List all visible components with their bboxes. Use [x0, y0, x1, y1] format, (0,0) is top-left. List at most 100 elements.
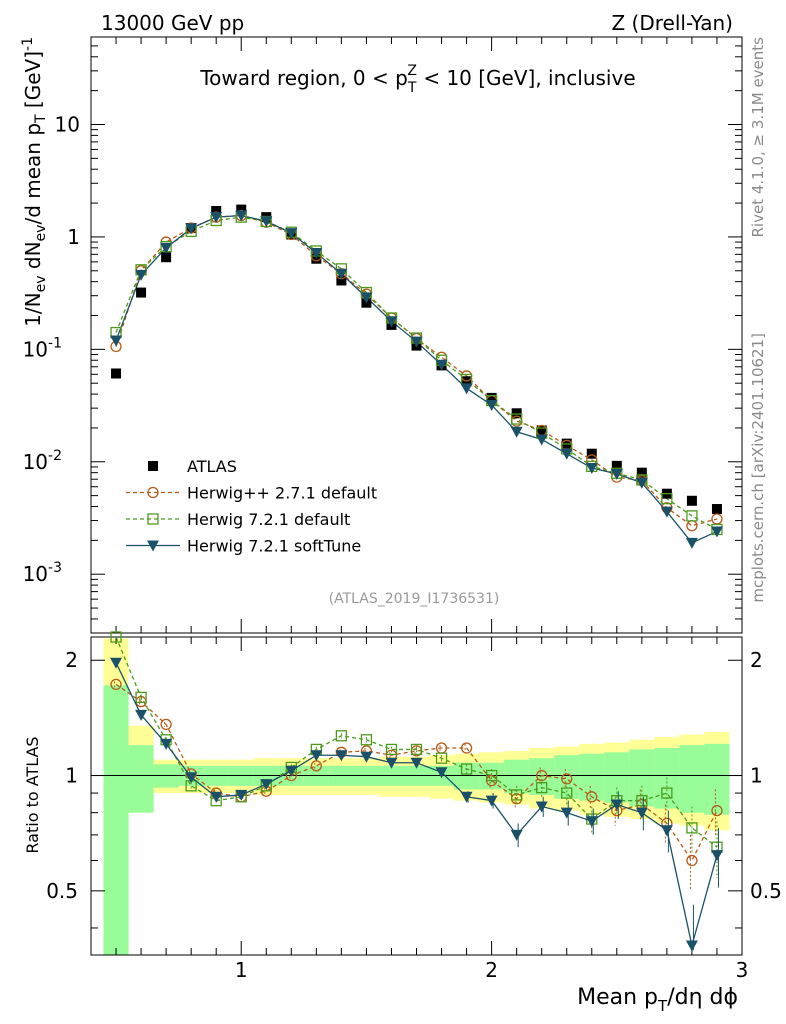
- ratio-data-point: [460, 791, 473, 803]
- y-tick-label: 10-2: [23, 448, 62, 474]
- series-line: [115, 214, 718, 527]
- ratio-data-point: [385, 757, 398, 769]
- legend-marker: [147, 513, 159, 525]
- ratio-y-tick-label: 1: [750, 764, 763, 788]
- band-inner-bin: [504, 759, 530, 794]
- band-inner-bin: [579, 753, 605, 801]
- data-point: [710, 526, 723, 538]
- ratio-y-tick-label: 0.5: [46, 879, 78, 903]
- ratio-data-point: [335, 750, 348, 762]
- data-point: [635, 477, 648, 489]
- data-point: [686, 520, 698, 532]
- legend-label: Herwig++ 2.7.1 default: [187, 484, 377, 503]
- band-inner-bin: [128, 745, 154, 813]
- ratio-data-point: [685, 940, 698, 952]
- data-point: [460, 383, 473, 395]
- ratio-data-point: [160, 718, 172, 731]
- data-point: [686, 495, 697, 506]
- ratio-data-point: [511, 789, 523, 801]
- analysis-id-label: (ATLAS_2019_I1736531): [329, 591, 500, 607]
- data-point: [535, 434, 548, 446]
- ratio-data-point: [160, 738, 173, 750]
- legend-label: Herwig 7.2.1 softTune: [187, 537, 361, 556]
- plot-title: Toward region, 0 < pTZ < 10 [GeV], inclu…: [199, 63, 635, 96]
- ratio-uncertainty-bands: [91, 638, 742, 955]
- ratio-data-point: [535, 801, 548, 813]
- band-inner-bin: [604, 752, 630, 803]
- x-tick-label: 2: [485, 958, 498, 982]
- data-point: [435, 359, 448, 371]
- band-inner-bin: [679, 745, 705, 813]
- ratio-data-point: [360, 751, 373, 763]
- data-point: [335, 268, 348, 280]
- ratio-data-point: [385, 743, 398, 756]
- ratio-data-point: [135, 709, 148, 721]
- x-axis-label: Mean pT/dη dϕ: [577, 985, 738, 1015]
- main-axis-ticks: 10-3 10-2 10-1 1 10: [23, 36, 743, 634]
- data-point: [135, 269, 148, 281]
- ratio-data-point: [561, 787, 573, 799]
- data-point: [610, 468, 623, 480]
- ratio-data-point: [360, 734, 373, 746]
- data-point: [136, 287, 147, 298]
- ratio-data-point: [485, 769, 498, 782]
- data-point: [586, 448, 597, 459]
- ratio-data-point: [585, 816, 598, 828]
- legend-marker: [147, 486, 159, 499]
- data-point: [236, 204, 247, 215]
- ratio-data-point: [135, 691, 147, 704]
- x-tick-label: 3: [736, 958, 749, 982]
- band-inner-bin: [629, 749, 655, 807]
- band-inner-bin: [704, 743, 730, 815]
- ratio-data-marks: [110, 631, 723, 952]
- ratio-data-point: [460, 742, 473, 754]
- ratio-data-point: [185, 772, 198, 784]
- data-point: [160, 242, 173, 254]
- band-inner-bin: [454, 762, 480, 790]
- ratio-data-point: [485, 795, 498, 807]
- data-point: [685, 537, 698, 549]
- legend-marker: [147, 540, 159, 552]
- ratio-data-point: [661, 787, 673, 799]
- mcplots-citation-label: mcplots.cern.ch [arXiv:2401.10621]: [749, 333, 767, 603]
- x-tick-label: 1: [235, 958, 248, 982]
- data-point: [636, 467, 647, 478]
- band-inner-bin: [103, 685, 129, 955]
- ratio-data-point: [235, 789, 248, 801]
- data-point: [536, 425, 547, 436]
- ratio-data-point: [110, 657, 123, 669]
- legend-label: ATLAS: [187, 457, 237, 476]
- data-point: [360, 292, 373, 304]
- ratio-data-point: [210, 791, 223, 803]
- data-point: [285, 228, 298, 240]
- ratio-data-point: [710, 850, 723, 862]
- legend-label: Herwig 7.2.1 default: [187, 510, 350, 529]
- data-point: [235, 210, 248, 222]
- legend-marker: [148, 461, 158, 471]
- ratio-data-point: [636, 794, 648, 807]
- data-point: [185, 223, 198, 235]
- data-point: [111, 368, 122, 379]
- data-point: [585, 463, 598, 475]
- data-point: [486, 392, 497, 403]
- data-point: [711, 504, 722, 515]
- ratio-data-point: [435, 752, 448, 764]
- data-point: [686, 510, 698, 522]
- data-point: [310, 247, 323, 259]
- ratio-data-point: [435, 767, 448, 779]
- ratio-y-tick-label: 2: [750, 648, 763, 672]
- y-tick-label: 1: [67, 225, 80, 249]
- ratio-data-point: [510, 829, 523, 841]
- data-point: [385, 316, 398, 328]
- ratio-y-tick-label: 1: [65, 764, 78, 788]
- ratio-y-axis-label: Ratio to ATLAS: [23, 736, 42, 853]
- ratio-data-point: [260, 779, 273, 791]
- ratio-series-line: [115, 683, 718, 862]
- data-point: [336, 275, 347, 286]
- y-tick-label: 10: [55, 112, 80, 136]
- main-data-marks: [110, 204, 723, 549]
- ratio-data-point: [410, 743, 423, 756]
- ratio-data-point: [686, 822, 698, 834]
- data-point: [210, 212, 223, 224]
